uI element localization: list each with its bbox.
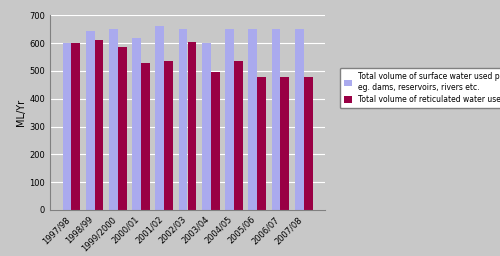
- Legend: Total volume of surface water used per year in ML - from
eg. dams, reservoirs, r: Total volume of surface water used per y…: [340, 68, 500, 109]
- Bar: [304, 77, 312, 210]
- Bar: [178, 29, 188, 210]
- Bar: [62, 43, 72, 210]
- Bar: [257, 77, 266, 210]
- Bar: [86, 31, 94, 210]
- Bar: [109, 29, 118, 210]
- Bar: [202, 43, 210, 210]
- Bar: [141, 63, 150, 210]
- Bar: [225, 29, 234, 210]
- Bar: [118, 47, 126, 210]
- Bar: [295, 29, 304, 210]
- Bar: [188, 42, 196, 210]
- Bar: [248, 29, 257, 210]
- Bar: [210, 72, 220, 210]
- Bar: [280, 77, 289, 210]
- Bar: [234, 61, 243, 210]
- Bar: [164, 61, 173, 210]
- Bar: [94, 40, 104, 210]
- Y-axis label: ML/Yr: ML/Yr: [16, 99, 26, 126]
- Bar: [132, 38, 141, 210]
- Bar: [272, 29, 280, 210]
- Bar: [72, 43, 80, 210]
- Bar: [156, 26, 164, 210]
